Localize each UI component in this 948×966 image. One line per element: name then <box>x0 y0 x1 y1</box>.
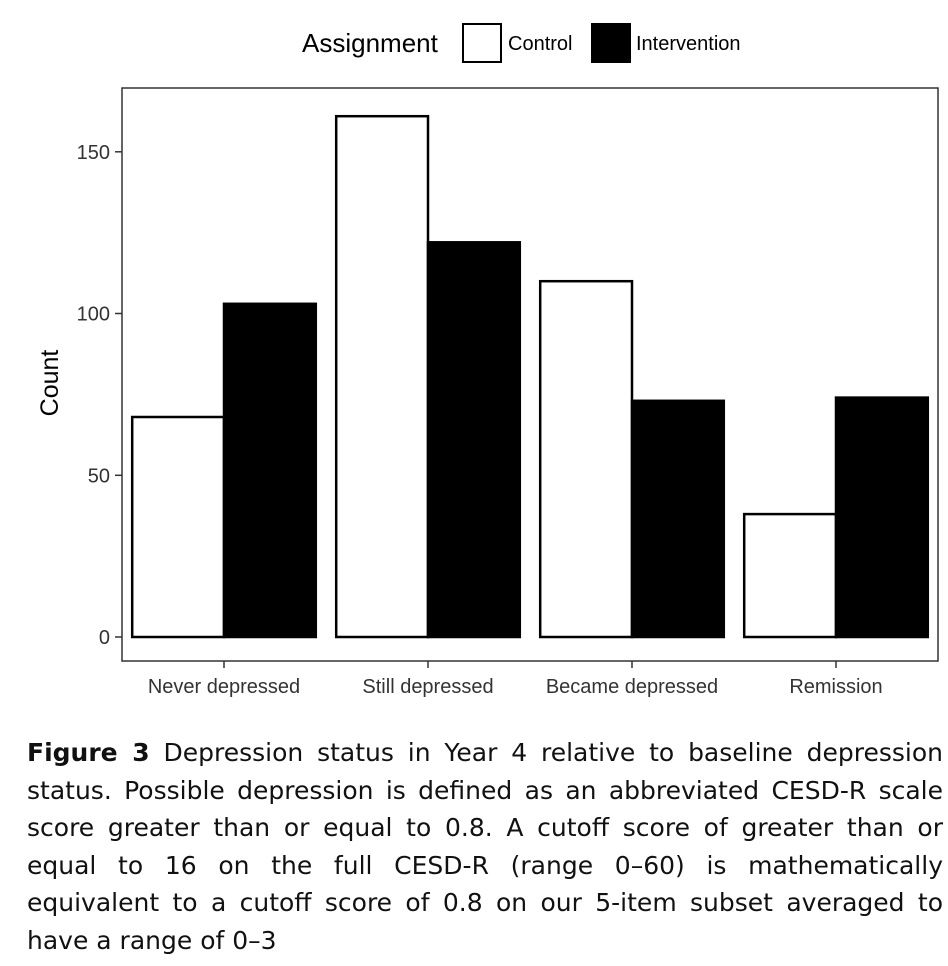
plot-panel <box>121 87 939 662</box>
y-tick-label: 0 <box>99 627 110 649</box>
bar-intervention-never-depressed <box>222 302 318 639</box>
bars <box>130 114 930 639</box>
bar-control-still-depressed <box>334 114 430 639</box>
bar-chart: Assignment Control Intervention Count 0 5… <box>36 23 939 698</box>
legend-title: Assignment <box>302 28 439 58</box>
figure-caption: Figure 3 Depression status in Year 4 rel… <box>27 734 943 959</box>
figure-label: Figure 3 <box>27 738 150 767</box>
caption-text: Depression status in Year 4 relative to … <box>27 738 943 955</box>
bar-intervention-remission <box>834 396 930 639</box>
y-tick-label: 150 <box>77 142 110 164</box>
bar-intervention-still-depressed <box>426 241 522 639</box>
bar-intervention-became-depressed <box>630 399 726 639</box>
x-tick-label: Never depressed <box>148 676 300 698</box>
x-tick-label: Still depressed <box>362 676 493 698</box>
legend-swatch-control <box>462 23 502 63</box>
bar-control-became-depressed <box>538 279 634 639</box>
legend: Assignment Control Intervention <box>302 23 741 63</box>
x-tick-label: Remission <box>789 676 882 698</box>
y-tick-label: 50 <box>88 465 110 487</box>
y-axis-title: Count <box>36 350 64 417</box>
legend-swatch-intervention <box>591 23 631 63</box>
y-axis: 0 50 100 150 <box>77 142 122 649</box>
legend-label-intervention: Intervention <box>636 33 741 55</box>
x-axis: Never depressed Still depressed Became dep… <box>148 661 883 698</box>
x-tick-label: Became depressed <box>546 676 718 698</box>
legend-label-control: Control <box>508 33 572 55</box>
bar-control-never-depressed <box>130 415 226 639</box>
y-tick-label: 100 <box>77 304 110 326</box>
bar-control-remission <box>742 512 838 639</box>
